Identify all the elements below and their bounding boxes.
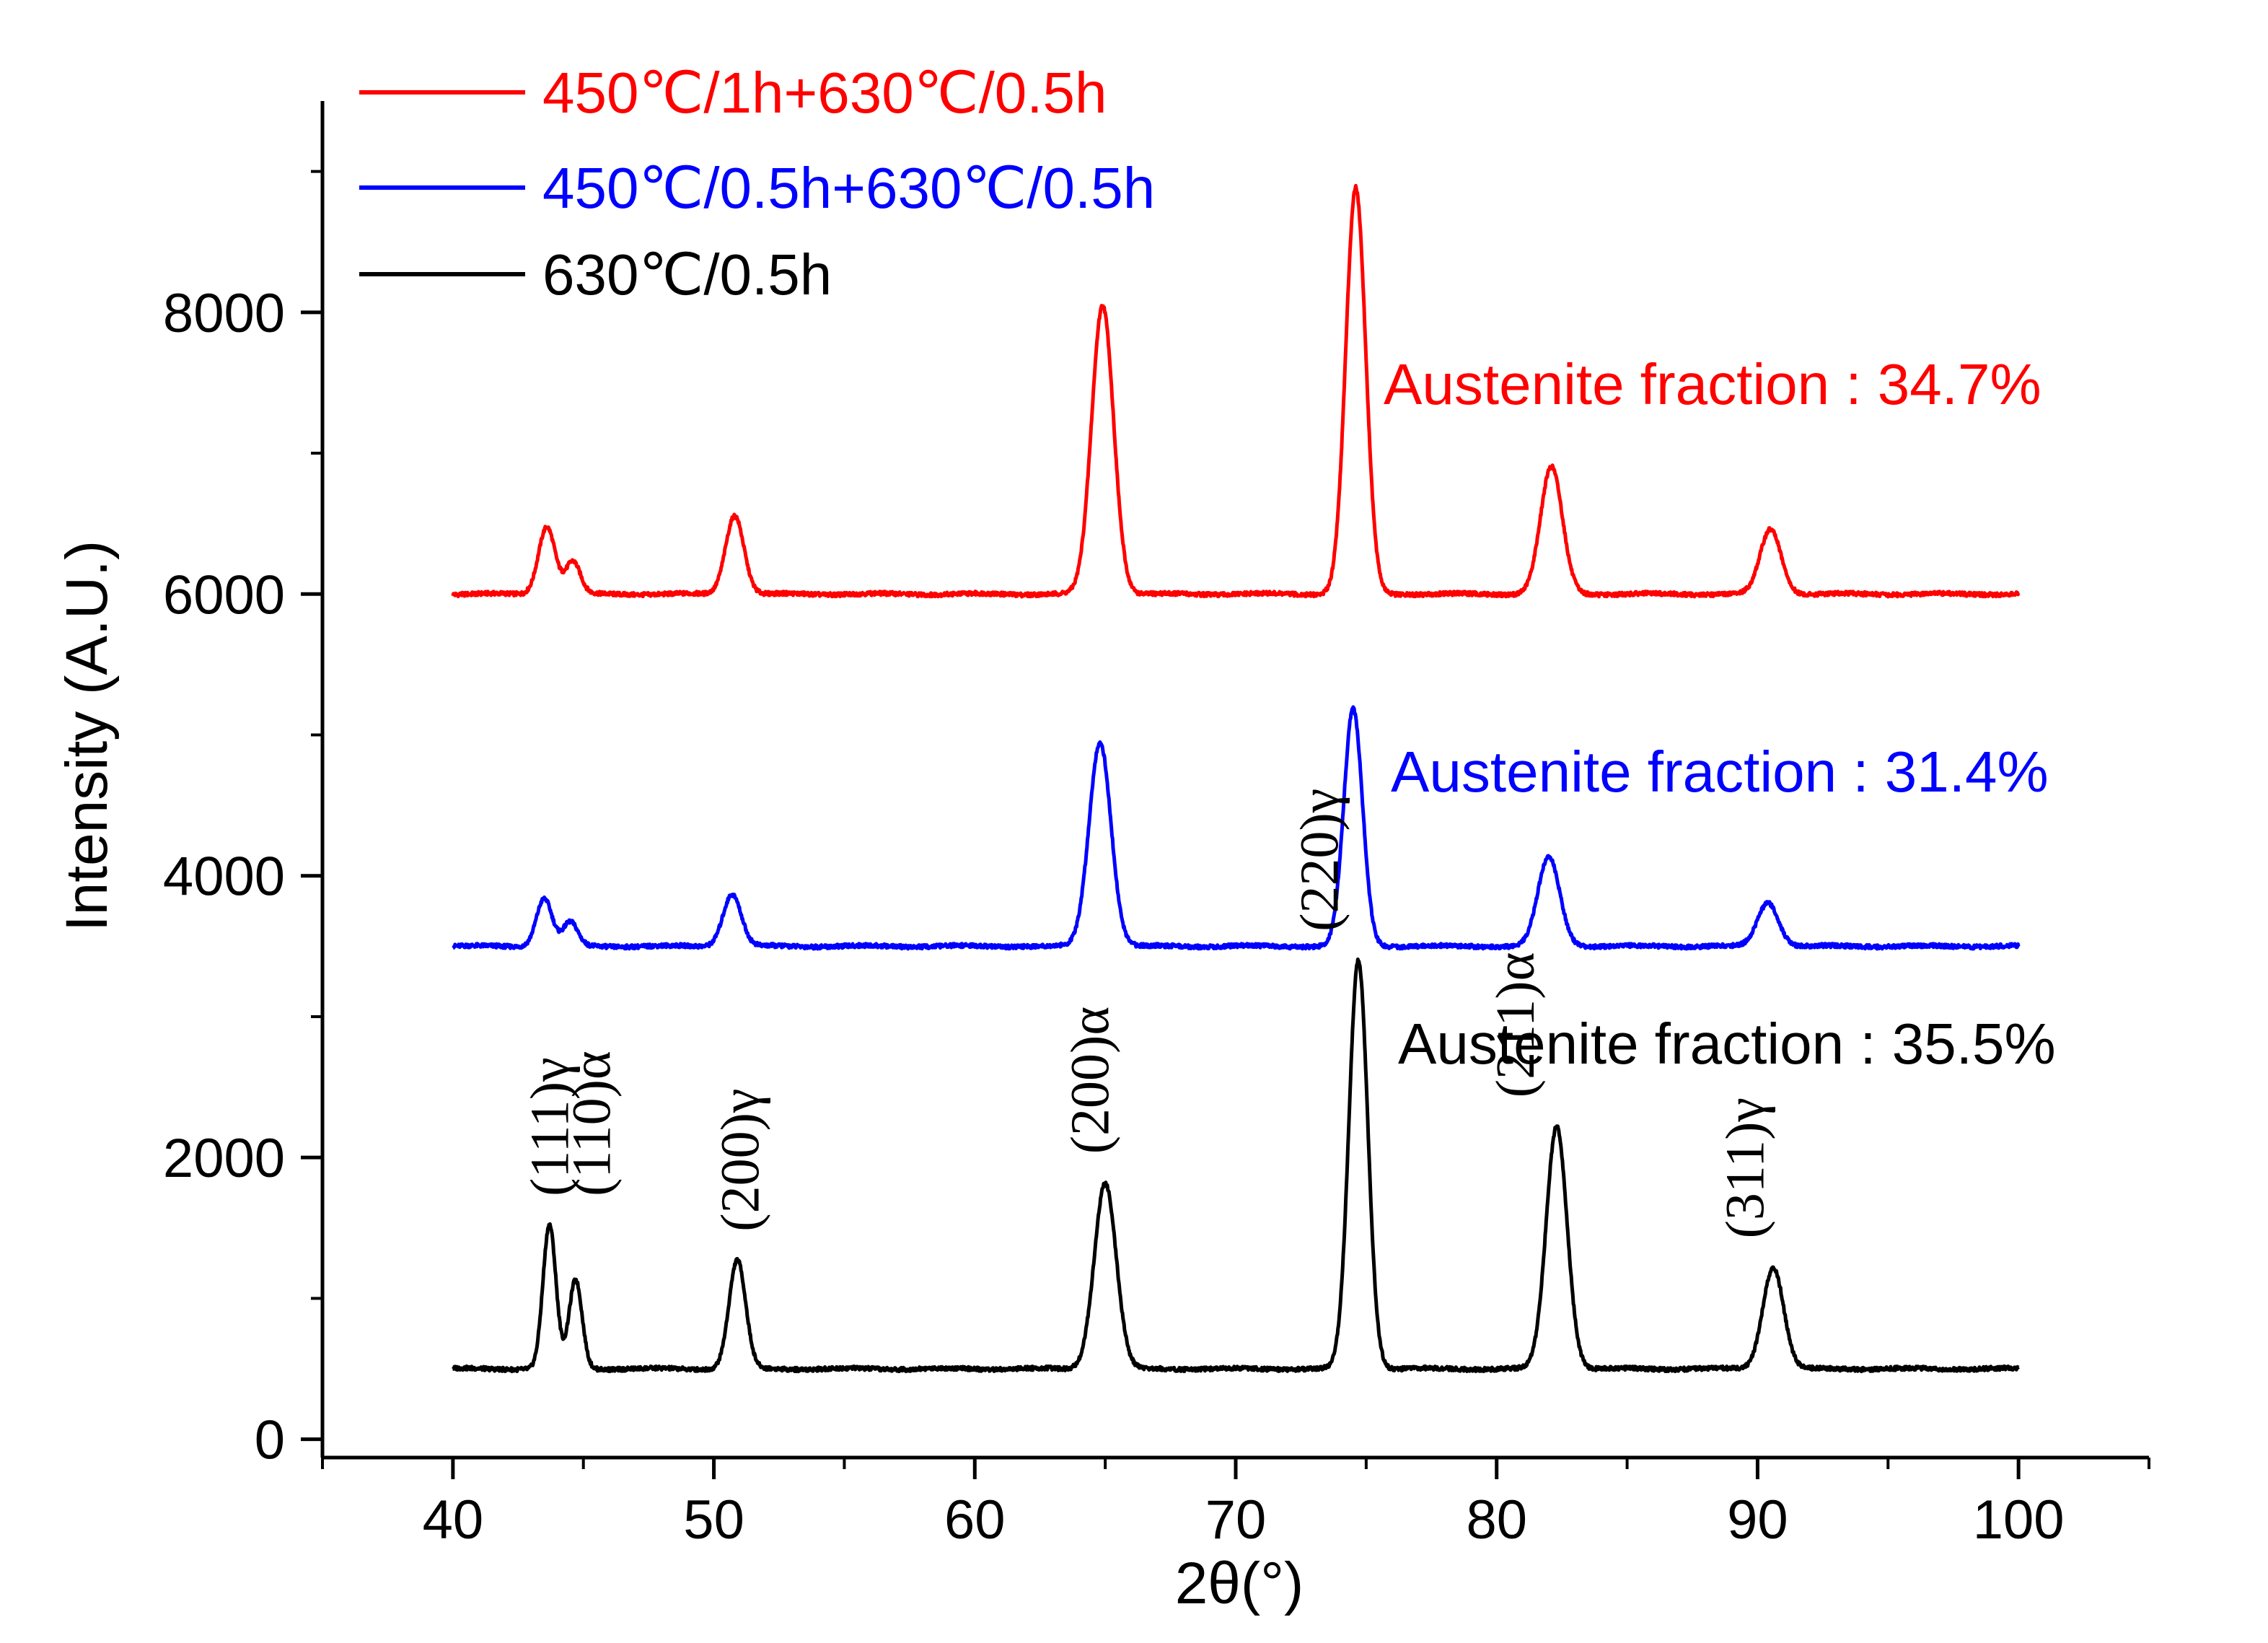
series-line-2 (452, 958, 2020, 1374)
x-axis-title: 2θ(°) (1175, 1551, 1304, 1616)
legend-label: 630℃/0.5h (542, 242, 832, 307)
peak-label: (311)γ (1715, 1097, 1775, 1238)
fraction-label: Austenite fraction : 34.7% (1384, 352, 2041, 416)
y-tick-label: 8000 (163, 283, 285, 344)
fraction-labels: Austenite fraction : 34.7% Austenite frac… (1384, 352, 2056, 1076)
y-tick-label: 6000 (163, 564, 285, 626)
y-tick-label: 4000 (163, 846, 285, 908)
peak-label: (200)γ (711, 1088, 771, 1231)
peak-label: (220)γ (1290, 789, 1350, 932)
fraction-label: Austenite fraction : 31.4% (1391, 740, 2049, 804)
x-tick-label: 40 (423, 1489, 484, 1551)
y-axis-title: Intensity (A.U.) (54, 540, 120, 932)
peak-label: (200)α (1060, 1007, 1120, 1154)
x-tick-label: 60 (944, 1489, 1006, 1551)
y-tick-label: 2000 (163, 1128, 285, 1189)
x-tick-label: 50 (683, 1489, 744, 1551)
x-tick-label: 90 (1727, 1489, 1788, 1551)
series-line-1 (452, 705, 2021, 951)
x-tick-label: 80 (1466, 1489, 1527, 1551)
x-tick-label: 70 (1205, 1489, 1267, 1551)
peak-label: (211)α (1485, 952, 1546, 1098)
series-line-0 (451, 183, 2021, 599)
fraction-label: Austenite fraction : 35.5% (1398, 1012, 2056, 1076)
y-tick-label: 0 (255, 1410, 285, 1471)
x-tick-label: 100 (1973, 1489, 2065, 1551)
legend: 450℃/1h+630℃/0.5h 450℃/0.5h+630℃/0.5h 630℃… (359, 61, 1155, 307)
peak-label: (110)α (562, 1051, 623, 1196)
series-layer (451, 183, 2021, 1374)
axes: 40 50 60 70 80 90 100 0 2000 4000 6000 8000 (163, 101, 2150, 1551)
peak-label: (111)γ (520, 1057, 581, 1196)
peak-labels: (111)γ(110)α (200)γ (200)α (220)γ (211)α (311… (520, 789, 1776, 1239)
legend-label: 450℃/1h+630℃/0.5h (542, 61, 1107, 125)
legend-label: 450℃/0.5h+630℃/0.5h (542, 156, 1155, 220)
